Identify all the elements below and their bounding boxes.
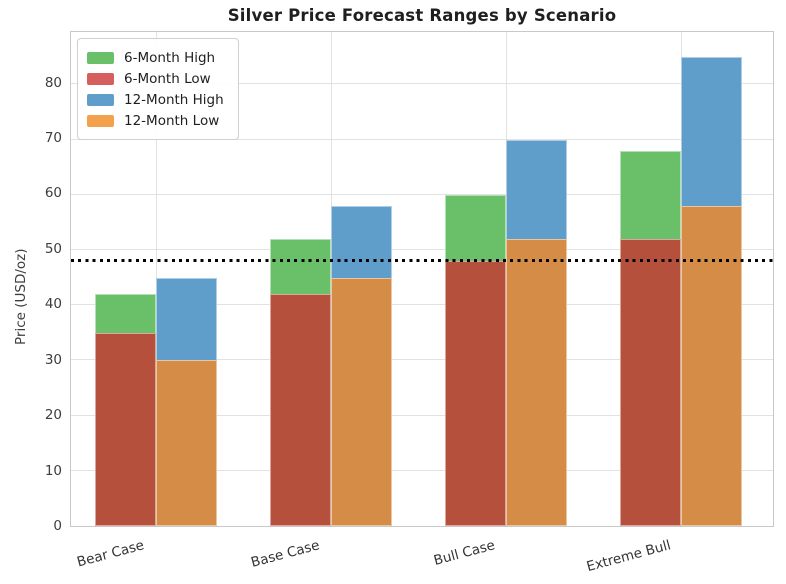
legend-item-6-month-high: 6-Month High xyxy=(87,47,224,68)
bar-6-month-low-bull-case xyxy=(445,261,507,526)
bar-12-month-low-bear-case xyxy=(156,360,218,526)
legend-swatch-12-month-high xyxy=(87,93,114,106)
y-tick-label-70: 70 xyxy=(44,130,62,147)
legend-label: 6-Month Low xyxy=(124,70,211,87)
h-gridline xyxy=(71,193,773,195)
legend: 6-Month High 6-Month Low 12-Month High 1… xyxy=(77,38,239,140)
legend-swatch-6-month-low xyxy=(87,72,114,85)
y-tick-label-50: 50 xyxy=(44,240,62,257)
bar-12-month-low-bull-case xyxy=(506,238,568,526)
h-gridline xyxy=(71,359,773,361)
bar-6-month-low-base-case xyxy=(270,294,332,526)
y-tick-label-0: 0 xyxy=(53,518,62,534)
bar-12-month-low-extreme-bull xyxy=(681,205,743,526)
y-tick-label-30: 30 xyxy=(44,351,62,368)
x-tick-label-extreme-bull: Extreme Bull xyxy=(584,537,673,576)
plot-area: 6-Month High 6-Month Low 12-Month High 1… xyxy=(70,31,774,527)
bar-12-month-low-base-case xyxy=(331,277,393,526)
y-tick-label-10: 10 xyxy=(44,462,62,479)
legend-item-12-month-low: 12-Month Low xyxy=(87,110,224,131)
h-gridline xyxy=(71,414,773,416)
h-gridline xyxy=(71,469,773,471)
y-tick-label-20: 20 xyxy=(44,407,62,424)
y-tick-label-80: 80 xyxy=(44,74,62,91)
x-tick-label-base-case: Base Case xyxy=(249,537,322,571)
y-tick-label-40: 40 xyxy=(44,296,62,313)
current-price-reference-line xyxy=(71,259,773,263)
h-gridline xyxy=(71,138,773,140)
legend-label: 12-Month High xyxy=(124,91,224,108)
x-tick-label-bull-case: Bull Case xyxy=(431,537,497,569)
y-tick-label-60: 60 xyxy=(44,185,62,202)
h-gridline xyxy=(71,249,773,251)
x-tick-label-bear-case: Bear Case xyxy=(75,537,146,571)
legend-swatch-6-month-high xyxy=(87,51,114,64)
bar-6-month-low-extreme-bull xyxy=(620,238,682,526)
legend-swatch-12-month-low xyxy=(87,114,114,127)
bar-6-month-low-bear-case xyxy=(95,332,157,526)
h-gridline xyxy=(71,304,773,306)
legend-label: 6-Month High xyxy=(124,49,216,66)
chart-title: Silver Price Forecast Ranges by Scenario xyxy=(227,6,617,25)
h-gridline xyxy=(71,83,773,85)
legend-item-12-month-high: 12-Month High xyxy=(87,89,224,110)
legend-label: 12-Month Low xyxy=(124,112,220,129)
legend-item-6-month-low: 6-Month Low xyxy=(87,68,224,89)
